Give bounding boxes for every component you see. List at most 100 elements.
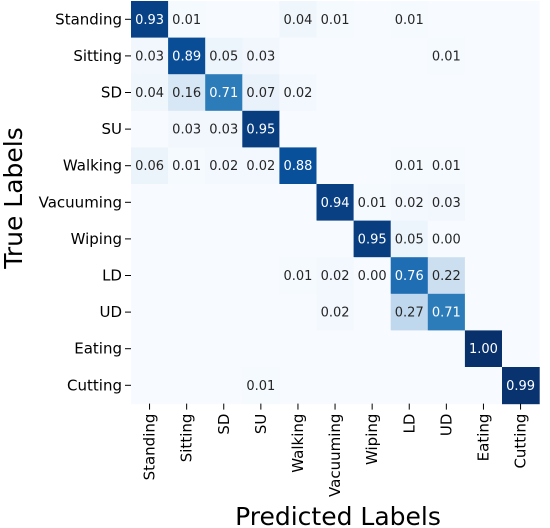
- cell-value-label: 0.01: [246, 379, 275, 394]
- heatmap-cell: [168, 367, 206, 405]
- x-tick-label: Cutting: [512, 414, 530, 469]
- y-tick-label: LD: [102, 267, 122, 285]
- heatmap-cell: [316, 330, 355, 368]
- y-tick-labels: Standing Sitting SD SU Walking Vacuuming Wipin…: [39, 10, 131, 394]
- cell-value-label: 0.01: [358, 196, 387, 211]
- x-tick-label: SU: [252, 414, 270, 435]
- heatmap-cell: [168, 330, 206, 368]
- cell-value-label: 0.94: [321, 196, 350, 211]
- cell-value-label: 0.02: [246, 159, 275, 174]
- cell-value-label: 0.22: [432, 269, 461, 284]
- cell-value-label: 0.88: [283, 159, 312, 174]
- cell-value-label: 0.00: [358, 269, 387, 284]
- heatmap-cell: [353, 74, 392, 112]
- x-tick-label: UD: [437, 414, 455, 437]
- x-tick-label: LD: [400, 414, 418, 434]
- heatmap-cell: [205, 220, 243, 258]
- cell-value-label: 0.06: [135, 159, 164, 174]
- heatmap-cell: [279, 184, 318, 222]
- heatmap-cell: [502, 257, 540, 295]
- x-tick-label: Sitting: [178, 414, 196, 463]
- heatmap-cell: [316, 37, 355, 75]
- cell-value-label: 0.71: [209, 86, 238, 101]
- heatmap-cell: [427, 74, 466, 112]
- heatmap-cell: [390, 367, 429, 405]
- heatmap-cell: [316, 74, 355, 112]
- heatmap-cell: [279, 220, 318, 258]
- heatmap-cell: [279, 37, 318, 75]
- y-tick-label: Standing: [55, 10, 122, 28]
- cell-value-label: 0.02: [321, 306, 350, 321]
- heatmap-cell: [502, 74, 540, 112]
- cell-value-label: 0.05: [395, 232, 424, 247]
- heatmap-cell: [242, 184, 280, 222]
- cell-value-label: 0.04: [135, 86, 164, 101]
- heatmap-cell: [464, 257, 503, 295]
- heatmap-cell: [427, 110, 466, 148]
- heatmap-cell: [279, 330, 318, 368]
- heatmap-cell: [131, 147, 169, 185]
- heatmap-cell: [205, 37, 243, 75]
- cell-value-label: 0.02: [209, 159, 238, 174]
- cell-value-label: 0.03: [209, 123, 238, 138]
- heatmap-cell: [390, 257, 429, 295]
- heatmap-cell: [131, 330, 169, 368]
- cell-value-label: 0.01: [172, 13, 201, 28]
- cell-value-label: 0.93: [135, 13, 164, 28]
- heatmap-cell: [390, 220, 429, 258]
- cell-value-label: 0.00: [432, 232, 461, 247]
- heatmap-cell: [502, 184, 540, 222]
- heatmap-cell: [316, 293, 355, 331]
- heatmap-cell: [279, 110, 318, 148]
- heatmap-cell: [427, 220, 466, 258]
- heatmap-cell: [205, 257, 243, 295]
- heatmap-cell: [390, 74, 429, 112]
- cell-value-label: 0.99: [506, 379, 535, 394]
- heatmap-cell: [390, 293, 429, 331]
- cell-value-label: 0.03: [246, 49, 275, 64]
- heatmap-cell: [502, 110, 540, 148]
- heatmap-cell: [242, 293, 280, 331]
- x-tick-label: Walking: [289, 414, 307, 473]
- cell-value-label: 0.71: [432, 306, 461, 321]
- heatmap-cell: [131, 293, 169, 331]
- heatmap-cell: [316, 367, 355, 405]
- cell-value-label: 0.05: [209, 49, 238, 64]
- heatmap-cell: [168, 74, 206, 112]
- heatmap-cell: [168, 293, 206, 331]
- cell-value-label: 0.01: [321, 13, 350, 28]
- heatmap-cell: [242, 147, 280, 185]
- heatmap-cell: [205, 367, 243, 405]
- heatmap-cell: [205, 330, 243, 368]
- heatmap-cell: [353, 37, 392, 75]
- heatmap-cell: [131, 74, 169, 112]
- heatmap-cell: [427, 293, 466, 331]
- heatmap-cell: [168, 220, 206, 258]
- y-tick-label: Cutting: [67, 376, 122, 394]
- heatmap-cell: [242, 74, 280, 112]
- heatmap-cell: [279, 257, 318, 295]
- cell-value-label: 0.95: [358, 232, 387, 247]
- heatmap-cell: [316, 1, 355, 39]
- y-tick-label: Wiping: [71, 230, 122, 248]
- heatmap-cell: [168, 1, 206, 39]
- heatmap-cell: [390, 184, 429, 222]
- heatmap-cell: [427, 330, 466, 368]
- heatmap-cell: [427, 37, 466, 75]
- heatmap-cell: [242, 110, 280, 148]
- heatmap-cell: [353, 1, 392, 39]
- heatmap-cell: [131, 220, 169, 258]
- heatmap-cell: [131, 110, 169, 148]
- heatmap-cell: [316, 220, 355, 258]
- heatmap-cell: [464, 147, 503, 185]
- heatmap-cell: [131, 37, 169, 75]
- heatmap-cell: [353, 293, 392, 331]
- y-tick-label: Eating: [74, 340, 122, 358]
- y-tick-label: Vacuuming: [39, 193, 122, 211]
- cell-value-label: 0.89: [172, 49, 201, 64]
- heatmap-cell: [464, 184, 503, 222]
- heatmap-cell: [279, 293, 318, 331]
- heatmap-cell: [353, 257, 392, 295]
- heatmap-cell: [502, 147, 540, 185]
